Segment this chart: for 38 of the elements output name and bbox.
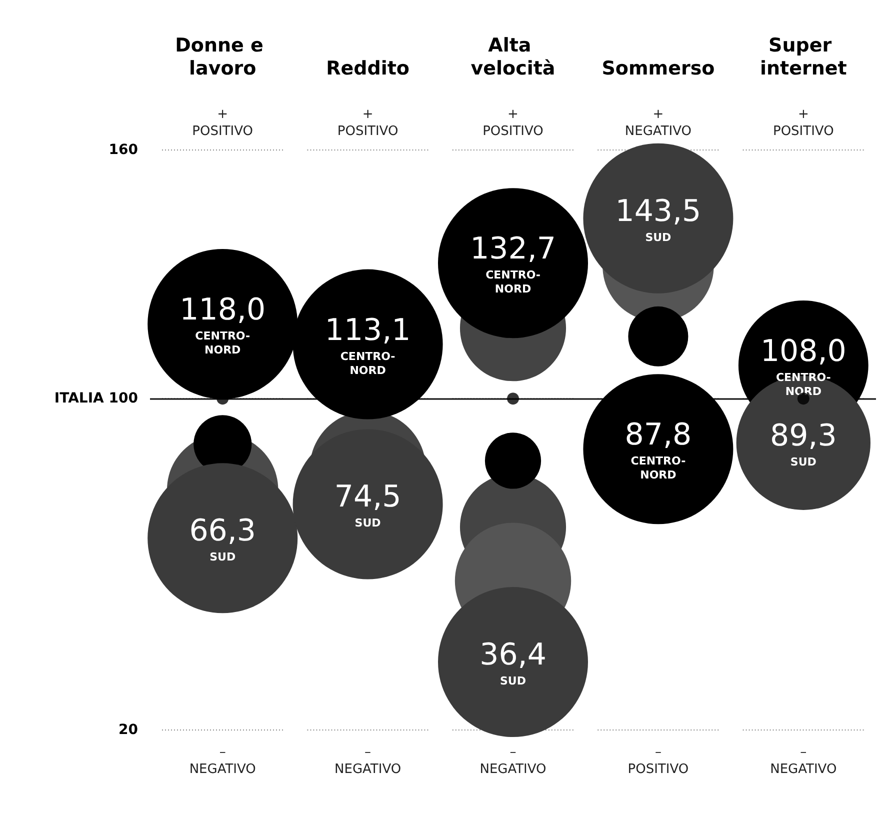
text: CENTRO-NORD [486,268,540,296]
data-label: 66,3 [189,514,256,549]
text: – NEGATIVO [189,745,256,777]
x-tick-label: Sommerso [602,58,715,80]
data-label: 143,5 [615,194,702,229]
data-label: 36,4 [480,638,546,673]
x-tick-label: Donne e lavoro [175,34,270,80]
text: SUD [354,516,381,530]
text: + POSITIVO [772,107,834,139]
text: + POSITIVO [192,107,254,139]
y-tick-label: 160 [108,142,138,158]
text: CENTRO-NORD [630,454,686,482]
x-tick-label: Super internet [760,34,847,80]
text: + NEGATIVO [624,107,692,139]
text: – NEGATIVO [770,745,837,777]
text: SUD [645,230,672,244]
y-tick-label: 20 [118,722,138,738]
text: SUD [500,674,526,688]
data-label: 113,1 [324,312,411,348]
text: SUD [210,550,236,564]
data-label: 87,8 [624,418,692,453]
data-label: 74,5 [334,480,402,515]
y-tick-label: ITALIA 100 [54,390,138,407]
series-label: SUD [790,455,816,468]
text: – NEGATIVO [334,745,402,777]
text: – NEGATIVO [480,745,546,777]
text: + POSITIVO [337,107,398,139]
data-label: 89,3 [770,418,837,454]
text: + POSITIVO [482,107,544,139]
data-label: 132,7 [470,232,556,267]
text: CENTRO-NORD [340,350,396,377]
text: CENTRO-NORD [195,330,250,356]
data-label: 108,0 [760,334,846,369]
series-label: CENTRO-NORD [776,370,831,398]
data-label: 118,0 [180,292,266,328]
x-tick-label: Reddito [326,58,410,80]
text: – POSITIVO [628,745,689,777]
x-tick-label: Alta velocità [470,34,556,80]
